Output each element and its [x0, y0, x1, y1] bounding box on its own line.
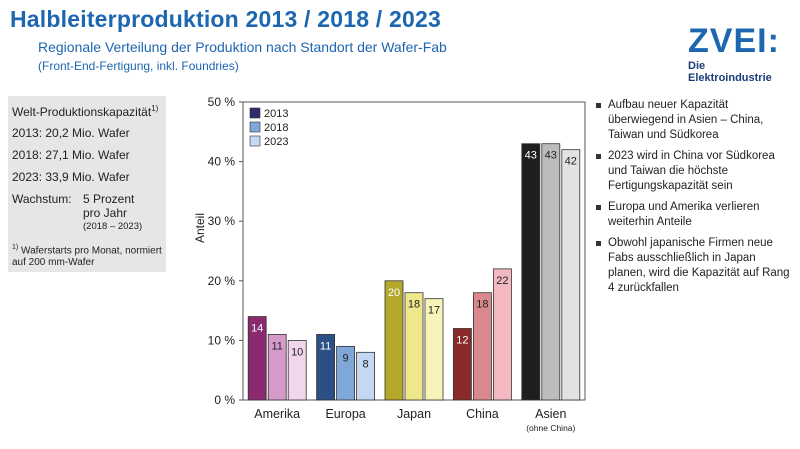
bullet-item: Obwohl japanische Firmen neue Fabs aussc…	[596, 236, 796, 296]
bar	[472, 292, 492, 401]
page-note: (Front-End-Fertigung, inkl. Foundries)	[38, 59, 239, 73]
y-tick-label: 0 %	[214, 393, 235, 407]
bar	[424, 298, 444, 401]
bar-value-label: 22	[496, 275, 508, 287]
category-label: China	[466, 407, 499, 421]
legend-label: 2023	[264, 136, 288, 148]
capacity-heading: Welt-Produktionskapazität1)	[12, 104, 158, 119]
legend-swatch	[249, 121, 261, 133]
y-tick-label: 20 %	[208, 274, 236, 288]
category-label: Amerika	[254, 407, 300, 421]
legend-label: 2013	[264, 108, 288, 120]
bar-value-label: 17	[428, 305, 440, 317]
logo-tagline: Die Elektroindustrie	[688, 60, 772, 84]
bar-value-label: 11	[320, 340, 331, 352]
y-tick-label: 50 %	[208, 95, 236, 109]
bar-value-label: 18	[408, 299, 420, 311]
legend-label: 2018	[264, 122, 288, 134]
bar-value-label: 10	[291, 346, 303, 358]
bar	[267, 334, 287, 401]
category-label: Japan	[397, 407, 431, 421]
page-title: Halbleiterproduktion 2013 / 2018 / 2023	[10, 6, 441, 32]
bar-value-label: 12	[456, 334, 468, 346]
bar-value-label: 18	[476, 299, 488, 311]
footnote-mark: 1)	[12, 244, 19, 251]
bullet-item: Europa und Amerika verlieren weiterhin A…	[596, 200, 796, 230]
bar-value-label: 9	[343, 352, 349, 364]
bar	[384, 280, 404, 401]
capacity-heading-text: Welt-Produktionskapazität	[12, 105, 152, 119]
zvei-logo: ZVEI: Die Elektroindustrie	[688, 22, 784, 84]
bullet-item: 2023 wird in China vor Südkorea und Taiw…	[596, 149, 796, 194]
bar-value-label: 43	[545, 150, 557, 162]
capacity-panel: Welt-Produktionskapazität1) 2013: 20,2 M…	[8, 96, 166, 272]
footnote-text: Waferstarts pro Monat, normiert auf 200 …	[12, 245, 162, 269]
bar	[247, 316, 267, 401]
bar-value-label: 20	[388, 287, 400, 299]
capacity-footnote: 1) Waferstarts pro Monat, normiert auf 2…	[12, 242, 164, 269]
legend-swatch	[249, 107, 261, 119]
growth-unit: pro Jahr	[83, 206, 128, 220]
y-axis-label: Anteil	[193, 213, 207, 243]
y-tick-label: 10 %	[208, 333, 236, 347]
capacity-line-2013: 2013: 20,2 Mio. Wafer	[12, 126, 130, 140]
logo-text: ZVEI:	[688, 22, 780, 60]
capacity-line-2023: 2023: 33,9 Mio. Wafer	[12, 170, 130, 184]
bar-value-label: 14	[251, 323, 263, 335]
bar	[316, 334, 336, 401]
bar-value-label: 8	[363, 358, 369, 370]
bar	[336, 345, 356, 401]
capacity-heading-sup: 1)	[151, 104, 159, 113]
growth-period: (2018 – 2023)	[83, 221, 143, 232]
bullet-list: Aufbau neuer Kapazität überwiegend in As…	[596, 98, 796, 302]
bar	[404, 292, 424, 401]
bar-value-label: 42	[565, 156, 577, 168]
bar	[521, 143, 541, 401]
y-tick-label: 30 %	[208, 214, 236, 228]
category-label: Europa	[325, 407, 365, 421]
category-label: Asien	[535, 407, 566, 421]
capacity-line-2018: 2018: 27,1 Mio. Wafer	[12, 148, 130, 162]
bar	[356, 351, 376, 401]
bar-value-label: 11	[271, 340, 282, 352]
y-tick-label: 40 %	[208, 155, 236, 169]
category-sublabel: (ohne China)	[526, 423, 575, 433]
bar	[492, 268, 512, 401]
page-subtitle: Regionale Verteilung der Produktion nach…	[38, 39, 447, 55]
growth-value: 5 Prozent	[83, 192, 135, 206]
legend-swatch	[249, 135, 261, 147]
bar	[561, 149, 581, 401]
bar	[287, 339, 307, 401]
bullet-item: Aufbau neuer Kapazität überwiegend in As…	[596, 98, 796, 143]
bar	[452, 328, 472, 401]
growth-label: Wachstum:	[12, 192, 72, 206]
bar-value-label: 43	[525, 150, 537, 162]
bar	[541, 143, 561, 401]
